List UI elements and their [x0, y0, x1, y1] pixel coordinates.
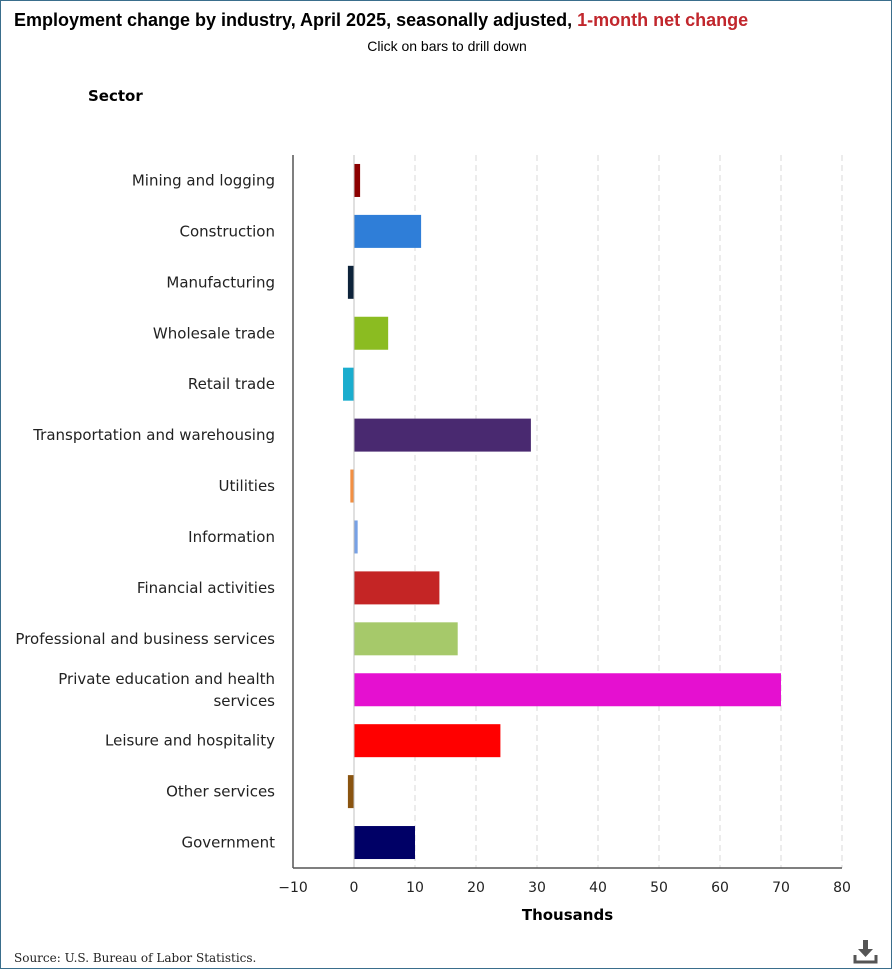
- category-label: Manufacturing: [166, 273, 275, 291]
- chart-title: Employment change by industry, April 202…: [14, 10, 748, 31]
- category-label: Information: [188, 528, 275, 546]
- category-label: Retail trade: [188, 375, 275, 393]
- category-label: Transportation and warehousing: [32, 426, 275, 444]
- category-label: Other services: [166, 783, 275, 801]
- bar[interactable]: [343, 367, 354, 401]
- bar[interactable]: [350, 469, 354, 503]
- x-tick-labels: −10 0 10 20 30 40 50 60 70 80: [278, 880, 851, 896]
- x-tick-label: 30: [528, 880, 546, 896]
- bar[interactable]: [354, 418, 531, 452]
- category-label: Utilities: [219, 477, 276, 495]
- chart-title-accent: 1-month net change: [577, 10, 749, 30]
- bar[interactable]: [354, 673, 781, 707]
- category-label: Professional and business services: [15, 630, 275, 648]
- category-label: Mining and logging: [132, 171, 275, 189]
- bar[interactable]: [354, 571, 440, 605]
- bar[interactable]: [354, 520, 358, 554]
- bar[interactable]: [354, 163, 361, 197]
- bar[interactable]: [354, 214, 422, 248]
- axes-group: [292, 155, 842, 869]
- chart-title-main: Employment change by industry, April 202…: [14, 10, 578, 30]
- bar[interactable]: [354, 622, 458, 656]
- category-label: Wholesale trade: [153, 324, 275, 342]
- category-label: Financial activities: [137, 579, 275, 597]
- category-label: Government: [181, 834, 275, 852]
- x-tick-label: 40: [589, 880, 607, 896]
- x-tick-label: 70: [772, 880, 790, 896]
- x-axis-title: Thousands: [522, 906, 613, 924]
- category-label: Construction: [179, 222, 275, 240]
- source-note: Source: U.S. Bureau of Labor Statistics.: [14, 951, 257, 965]
- category-label: Leisure and hospitality: [105, 732, 275, 750]
- download-icon[interactable]: [850, 937, 880, 967]
- y-axis-header: Sector: [88, 87, 143, 105]
- bar[interactable]: [354, 724, 501, 758]
- bar[interactable]: [354, 316, 389, 350]
- bar[interactable]: [354, 826, 415, 860]
- bar[interactable]: [347, 775, 354, 809]
- bars-group: [343, 163, 781, 860]
- x-tick-label: 50: [650, 880, 668, 896]
- category-label: services: [213, 692, 275, 710]
- x-tick-label: 80: [833, 880, 851, 896]
- x-tick-label: 10: [406, 880, 424, 896]
- download-icon-graphic: [853, 940, 878, 964]
- category-labels: Mining and logging Construction Manufactur…: [15, 171, 275, 851]
- chart-subtitle: Click on bars to drill down: [367, 38, 527, 54]
- x-tick-label: 20: [467, 880, 485, 896]
- bar[interactable]: [347, 265, 354, 299]
- category-label: Private education and health: [58, 670, 275, 688]
- x-tick-label: 60: [711, 880, 729, 896]
- x-tick-label: 0: [350, 880, 359, 896]
- grid-lines: [414, 155, 843, 868]
- x-tick-label: −10: [278, 880, 308, 896]
